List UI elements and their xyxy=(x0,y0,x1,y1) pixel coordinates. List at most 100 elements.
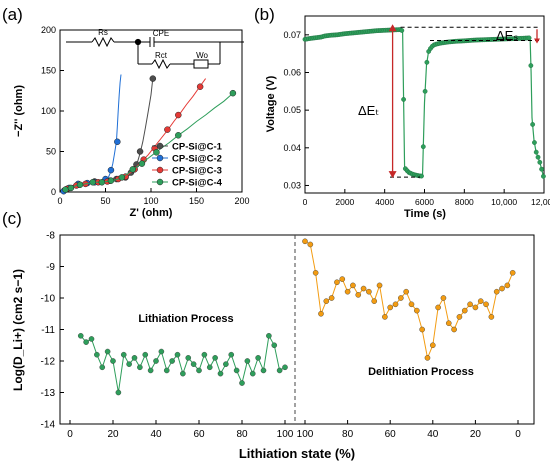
series-marker-1 xyxy=(136,148,144,155)
panel-b-y-tick-label: 0.04 xyxy=(283,143,301,153)
lithiation-marker xyxy=(282,364,288,371)
delithiation-marker xyxy=(419,326,425,333)
lithiation-marker xyxy=(260,367,267,374)
panel-a-y-tick-label: 50 xyxy=(46,147,56,157)
series-marker-2 xyxy=(107,166,115,174)
series-marker-2 xyxy=(114,138,121,146)
voltage-marker xyxy=(541,173,546,179)
lithiation-marker xyxy=(185,355,192,361)
lithiation-marker xyxy=(88,336,95,342)
lithiation-marker xyxy=(190,361,197,367)
panel-b-x-tick-label: 8000 xyxy=(455,197,474,207)
delta-s-arrowhead xyxy=(534,38,540,44)
panel-c-x-tick-label: 40 xyxy=(150,429,162,440)
delithiation-marker xyxy=(483,301,489,308)
delithiation-marker xyxy=(360,285,367,292)
delithiation-marker xyxy=(382,314,388,320)
panel-a-y-tick-label: 150 xyxy=(41,66,56,76)
series-marker-4 xyxy=(67,184,75,192)
circuit-label-wo: Wo xyxy=(196,51,208,60)
panel-c-x-tick-label: 20 xyxy=(470,429,482,440)
panel-a-x-tick-label: 100 xyxy=(143,196,158,206)
panel-c-x-tick-label: 0 xyxy=(515,429,521,440)
voltage-marker xyxy=(419,173,424,179)
delta-t-arrowhead-top xyxy=(388,24,397,32)
panel-label-c: (c) xyxy=(2,209,22,228)
panel-b-y-tick-label: 0.06 xyxy=(283,67,301,77)
voltage-marker xyxy=(399,28,405,33)
legend-label: CP-Si@C-2 xyxy=(172,154,222,165)
series-line-2 xyxy=(62,74,122,192)
lithiation-marker xyxy=(147,367,154,374)
lithiation-marker xyxy=(201,351,208,358)
delithiation-marker xyxy=(334,279,340,286)
delithiation-marker xyxy=(472,304,479,311)
voltage-marker xyxy=(537,159,543,165)
panel-c-x-tick-label: 20 xyxy=(107,429,119,440)
lithiation-marker xyxy=(212,355,218,361)
delithiation-marker xyxy=(456,314,463,320)
lithiation-marker xyxy=(196,367,202,374)
lithiation-marker xyxy=(255,355,261,361)
delithiation-marker xyxy=(355,292,362,298)
delithiation-marker xyxy=(424,355,431,361)
lithiation-marker xyxy=(180,370,186,377)
delithiation-marker xyxy=(307,241,314,248)
series-marker-4 xyxy=(118,174,126,181)
delithiation-marker xyxy=(387,304,394,311)
lithiation-marker xyxy=(244,358,251,364)
panel-a-x-tick-label: 200 xyxy=(234,196,249,206)
lithiation-marker xyxy=(249,370,256,377)
lithiation-marker xyxy=(266,332,272,339)
equivalent-circuit-icon xyxy=(66,36,244,70)
panel-b-y-tick-label: 0.05 xyxy=(283,105,301,115)
panel-c-y-tick-label: -8 xyxy=(46,231,55,242)
legend-label: CP-Si@C-1 xyxy=(172,142,223,153)
panel-a-legend: CP-Si@C-1CP-Si@C-2CP-Si@C-3CP-Si@C-4 xyxy=(152,142,223,189)
delithiation-marker xyxy=(392,301,399,308)
panel-a-y-tick-label: 200 xyxy=(41,25,56,35)
delta-t-label: ΔEₜ xyxy=(358,103,379,118)
legend-label: CP-Si@C-3 xyxy=(172,166,222,177)
voltage-line xyxy=(304,28,545,179)
lithiation-marker xyxy=(217,370,224,377)
lithiation-marker xyxy=(271,342,278,349)
lithiation-marker xyxy=(99,364,106,371)
lithiation-marker xyxy=(142,351,149,358)
delithiation-marker xyxy=(499,285,505,292)
delithiation-marker xyxy=(371,298,378,304)
series-marker-3 xyxy=(196,83,204,90)
panel-c-y-tick-label: -11 xyxy=(41,325,55,336)
voltage-marker xyxy=(532,140,537,145)
panel-c-x-label: Lithiation state (%) xyxy=(239,446,355,461)
voltage-marker xyxy=(424,59,430,65)
lithiation-marker xyxy=(163,367,170,374)
panel-b-x-tick-label: 12,000 xyxy=(531,197,550,207)
delta-t-arrowhead xyxy=(388,171,397,179)
voltage-marker xyxy=(420,144,426,150)
delithiation-marker xyxy=(408,301,415,308)
panel-b-x-tick-label: 4000 xyxy=(375,197,394,207)
delithiation-marker xyxy=(467,301,473,308)
delithiation-marker xyxy=(366,288,372,295)
panel-b-x-tick-label: 0 xyxy=(303,197,308,207)
panel-a-eis-plot: 0 50 100 150 200 0 50 100 150 200 Z' (ohm) −Z'' (… xyxy=(13,25,250,219)
panel-a-x-tick-label: 0 xyxy=(57,196,62,206)
delithiation-marker xyxy=(504,282,511,289)
panel-b-y-tick-label: 0.07 xyxy=(283,30,301,40)
lithiation-marker xyxy=(239,380,245,386)
panel-c-y-tick-label: -13 xyxy=(41,388,56,399)
legend-marker xyxy=(156,142,164,150)
lithiation-marker xyxy=(77,332,84,339)
lithiation-marker xyxy=(115,389,122,396)
legend-label: CP-Si@C-4 xyxy=(172,178,223,189)
panel-c-y-tick-label: -12 xyxy=(41,357,56,368)
delithiation-marker xyxy=(414,307,420,314)
panel-c-x-tick-label: 40 xyxy=(427,429,439,440)
voltage-marker xyxy=(530,122,536,127)
delithiation-marker xyxy=(451,326,457,333)
panel-b-x-tick-label: 2000 xyxy=(335,197,354,207)
panel-a-x-label: Z' (ohm) xyxy=(130,207,173,219)
series-marker-4 xyxy=(76,181,84,188)
delithiation-marker xyxy=(376,282,383,289)
